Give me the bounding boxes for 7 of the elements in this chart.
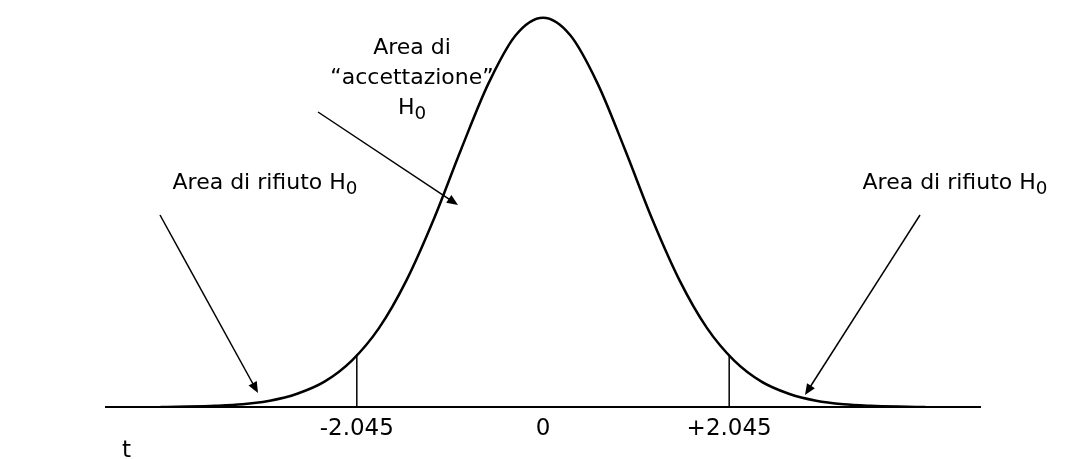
x-tick-label: -2.045 <box>319 414 394 441</box>
annotation: Area di rifiuto H$_{0}$ <box>861 167 1049 201</box>
x-tick-label: 0 <box>535 414 551 441</box>
x-tick-label: +2.045 <box>686 414 772 441</box>
annotation: Area di “accettazione” H$_{0}$ <box>329 32 495 126</box>
annotation: Area di rifiuto H$_{0}$ <box>171 167 359 201</box>
x-axis-title: t <box>122 435 132 459</box>
